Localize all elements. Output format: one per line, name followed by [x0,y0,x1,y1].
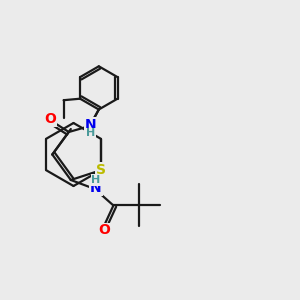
Text: O: O [98,224,110,237]
Text: S: S [96,163,106,177]
Text: N: N [90,181,102,195]
Text: H: H [92,175,100,185]
Text: N: N [85,118,96,132]
Text: O: O [44,112,56,126]
Text: H: H [86,128,95,139]
